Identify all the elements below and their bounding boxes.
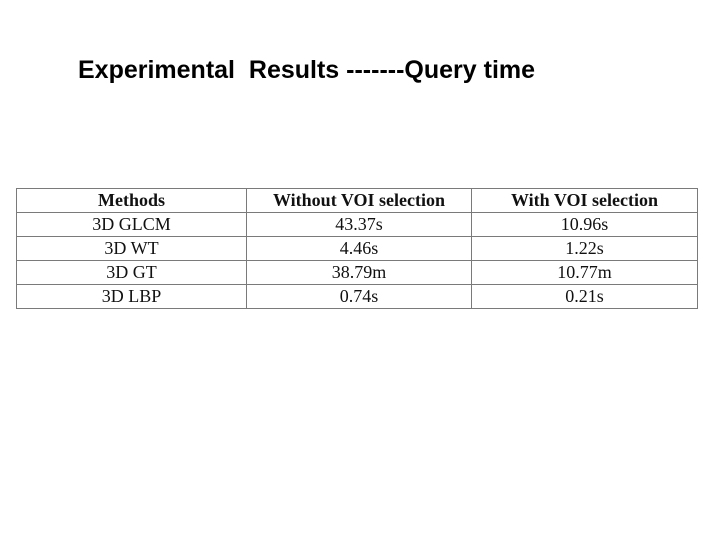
with-voi-cell: 1.22s xyxy=(471,236,698,261)
query-time-table: Methods Without VOI selection With VOI s… xyxy=(16,188,698,309)
with-voi-cell: 10.96s xyxy=(471,212,698,237)
without-voi-cell: 38.79m xyxy=(246,260,472,285)
without-voi-cell: 43.37s xyxy=(246,212,472,237)
table-row: 3D WT 4.46s 1.22s xyxy=(16,236,698,261)
table-row: 3D LBP 0.74s 0.21s xyxy=(16,284,698,309)
method-cell: 3D GT xyxy=(16,260,247,285)
slide-title: Experimental Results -------Query time xyxy=(78,56,536,84)
column-header-with-voi: With VOI selection xyxy=(471,188,698,213)
method-cell: 3D LBP xyxy=(16,284,247,309)
method-cell: 3D WT xyxy=(16,236,247,261)
table-row: 3D GLCM 43.37s 10.96s xyxy=(16,212,698,237)
without-voi-cell: 0.74s xyxy=(246,284,472,309)
with-voi-cell: 0.21s xyxy=(471,284,698,309)
column-header-without-voi: Without VOI selection xyxy=(246,188,472,213)
method-cell: 3D GLCM xyxy=(16,212,247,237)
with-voi-cell: 10.77m xyxy=(471,260,698,285)
column-header-methods: Methods xyxy=(16,188,247,213)
table-header-row: Methods Without VOI selection With VOI s… xyxy=(16,188,698,213)
table-row: 3D GT 38.79m 10.77m xyxy=(16,260,698,285)
without-voi-cell: 4.46s xyxy=(246,236,472,261)
